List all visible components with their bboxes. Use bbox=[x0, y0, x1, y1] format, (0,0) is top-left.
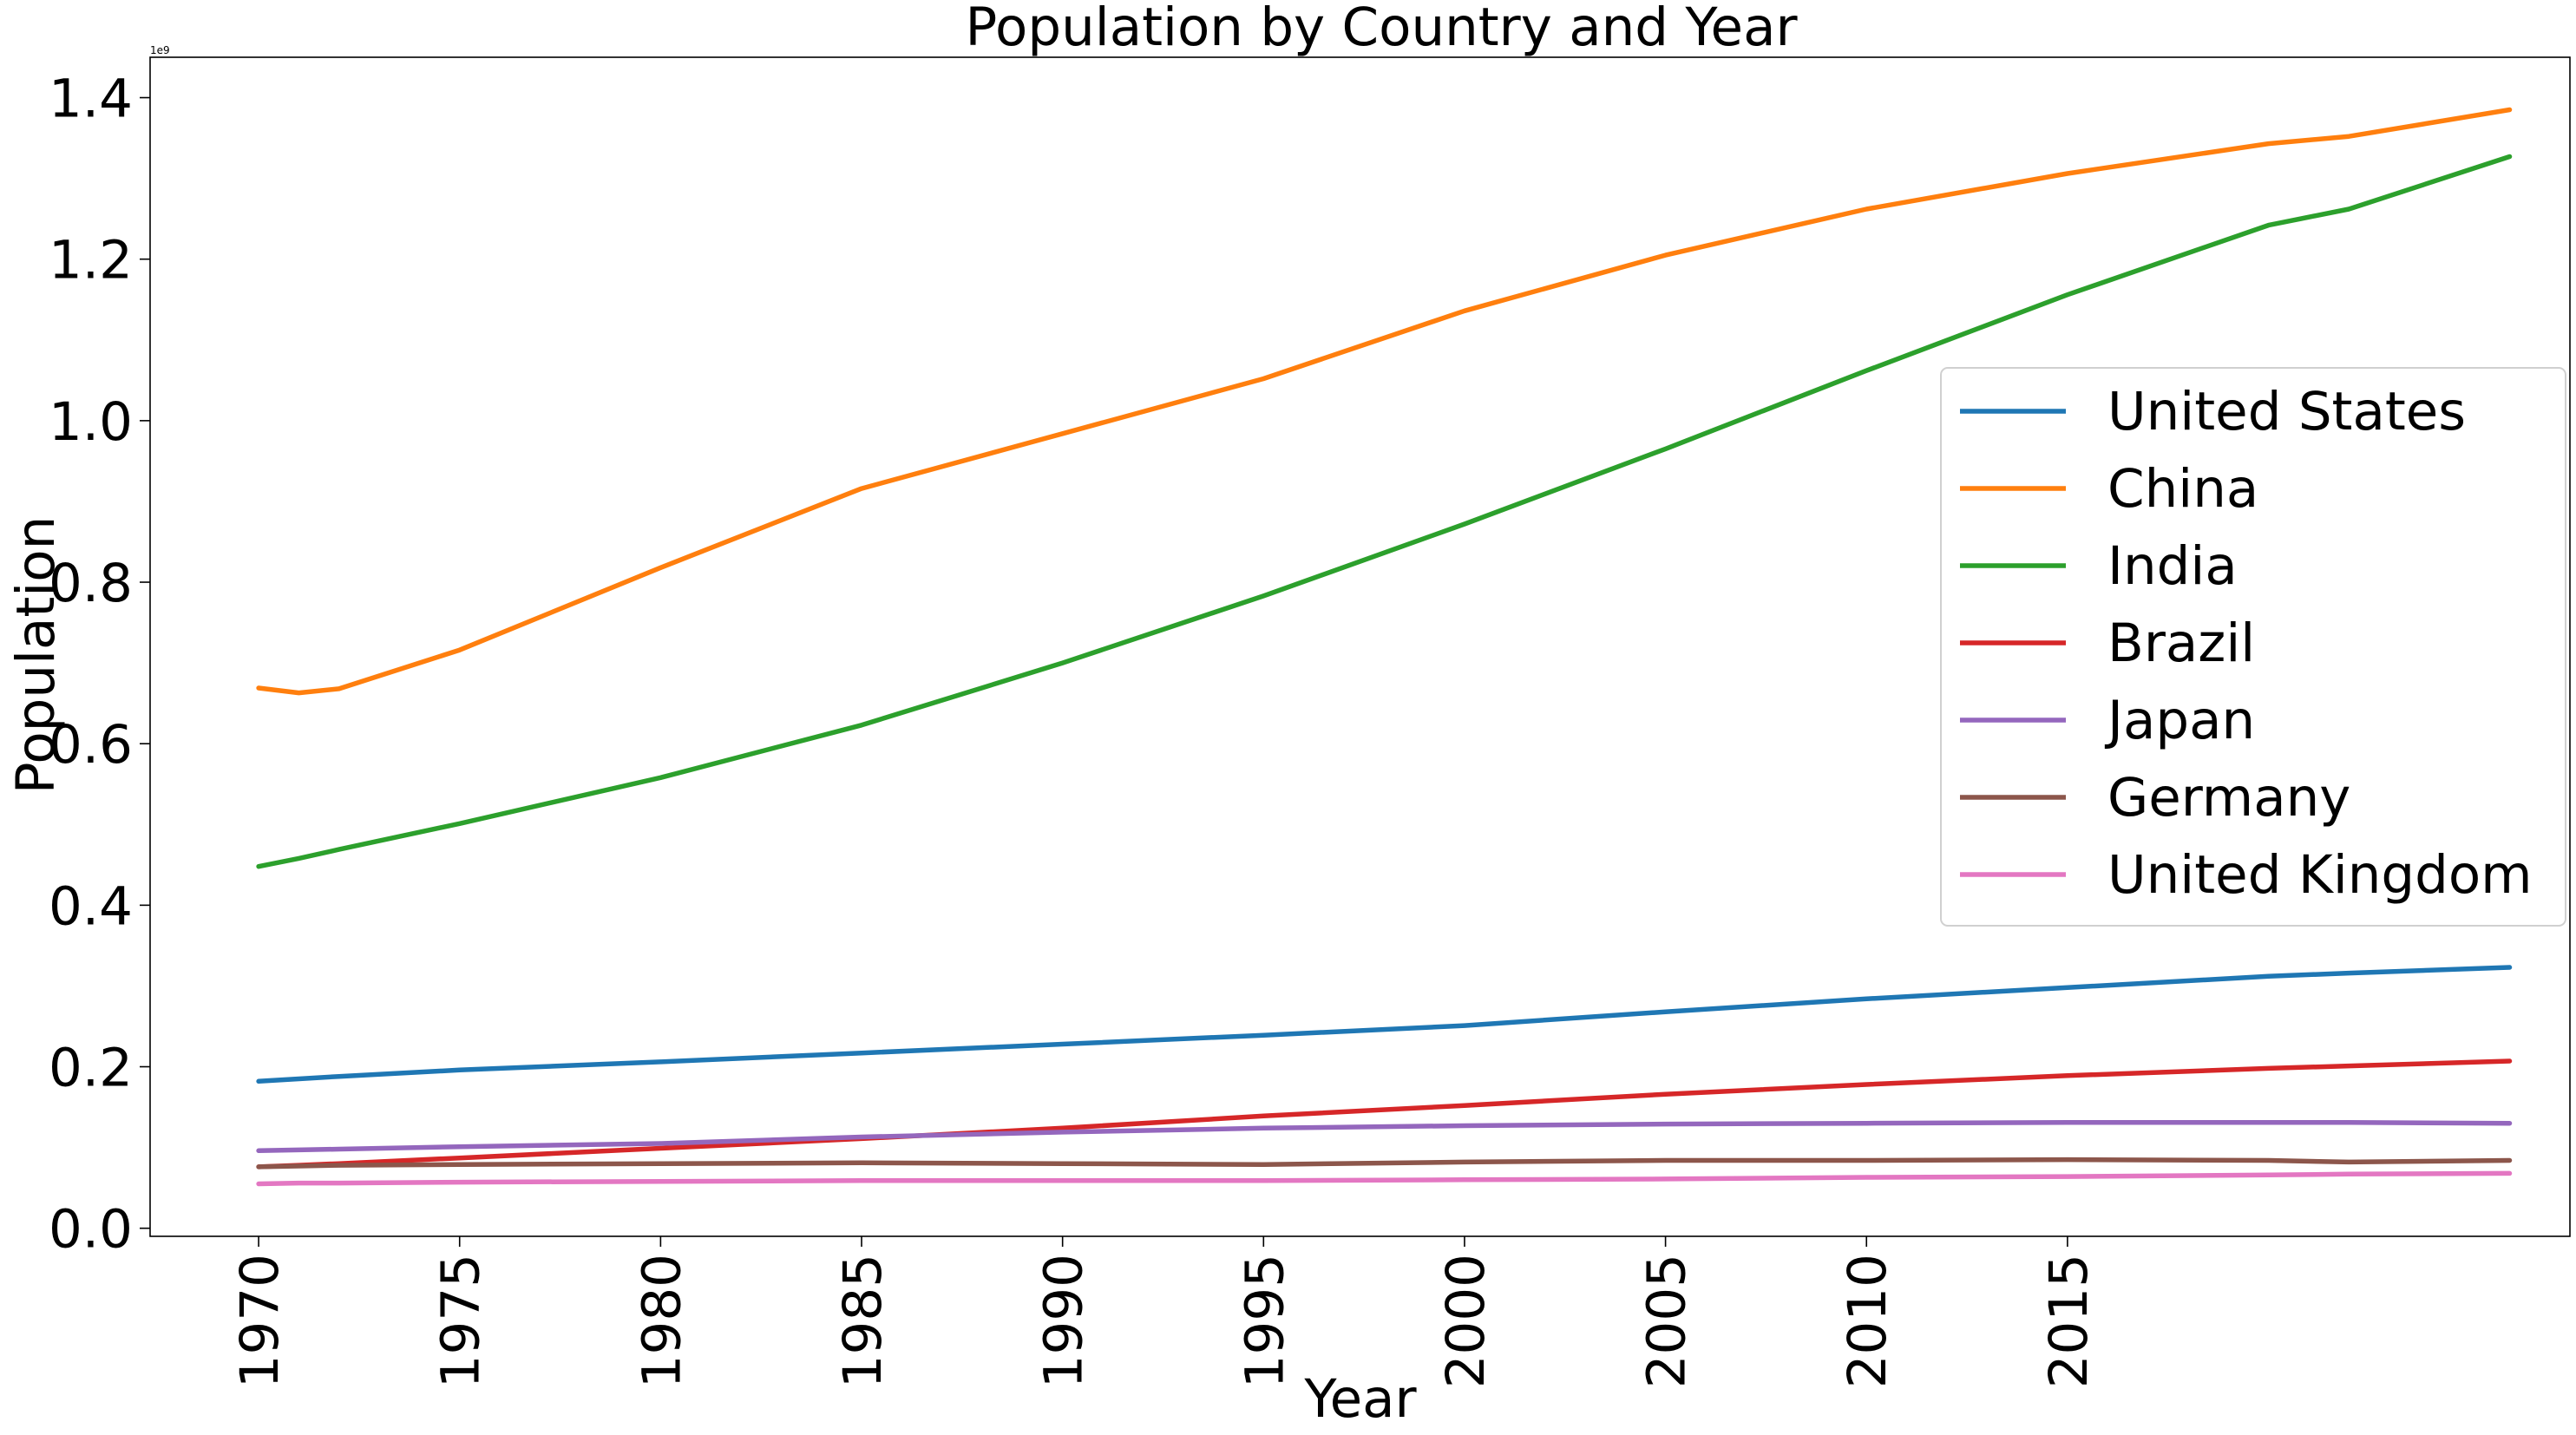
legend-label-germany: Germany bbox=[2107, 767, 2350, 829]
series-lines bbox=[256, 107, 2513, 1187]
series-line-united-states bbox=[256, 965, 2513, 1084]
legend-label-united-kingdom: United Kingdom bbox=[2107, 844, 2533, 906]
legend: United States China India Brazil Japan German… bbox=[1940, 367, 2566, 927]
x-tick-label: 1990 bbox=[1033, 1254, 1095, 1388]
y-tick-label: 0.6 bbox=[49, 714, 133, 776]
y-tick-label: 0.2 bbox=[49, 1038, 133, 1099]
x-axis-label: Year bbox=[1303, 1368, 1417, 1430]
x-tick-label: 1970 bbox=[229, 1254, 291, 1388]
y-axis-offset-text: 1e9 bbox=[150, 44, 170, 56]
y-tick-label: 0.8 bbox=[49, 553, 133, 614]
series-line-india bbox=[256, 154, 2513, 869]
legend-label-united-states: United States bbox=[2107, 381, 2466, 442]
chart-title: Population by Country and Year bbox=[965, 0, 1798, 58]
x-tick-label: 1985 bbox=[832, 1254, 894, 1388]
y-axis-label: Population bbox=[5, 516, 67, 795]
x-tick-label: 2010 bbox=[1837, 1254, 1898, 1388]
series-line-china bbox=[256, 107, 2513, 696]
x-tick-label: 1980 bbox=[631, 1254, 692, 1388]
y-tick-label: 1.0 bbox=[49, 391, 133, 453]
y-tick-label: 1.2 bbox=[49, 230, 133, 292]
legend-label-china: China bbox=[2107, 458, 2258, 520]
y-tick-label: 0.4 bbox=[49, 875, 133, 937]
y-tick-label: 1.4 bbox=[49, 69, 133, 130]
legend-box bbox=[1940, 367, 2566, 927]
series-line-brazil bbox=[256, 1058, 2513, 1170]
series-line-germany bbox=[256, 1157, 2513, 1170]
x-tick-label: 2005 bbox=[1636, 1254, 1698, 1388]
axes: 0.0 0.2 0.4 0.6 0.8 1.0 1.2 1.4 1970 1975 1980 1985… bbox=[49, 69, 2100, 1389]
legend-label-india: India bbox=[2107, 535, 2238, 597]
y-tick-label: 0.0 bbox=[49, 1199, 133, 1261]
x-tick-label: 1995 bbox=[1234, 1254, 1295, 1388]
x-tick-label: 1975 bbox=[430, 1254, 492, 1388]
series-line-japan bbox=[256, 1120, 2513, 1154]
legend-label-brazil: Brazil bbox=[2107, 613, 2255, 674]
plot-frame bbox=[149, 56, 2571, 1237]
x-tick-label: 2000 bbox=[1435, 1254, 1497, 1388]
series-line-united-kingdom bbox=[256, 1170, 2513, 1187]
legend-label-japan: Japan bbox=[2104, 690, 2255, 751]
x-tick-label: 2015 bbox=[2038, 1254, 2100, 1388]
